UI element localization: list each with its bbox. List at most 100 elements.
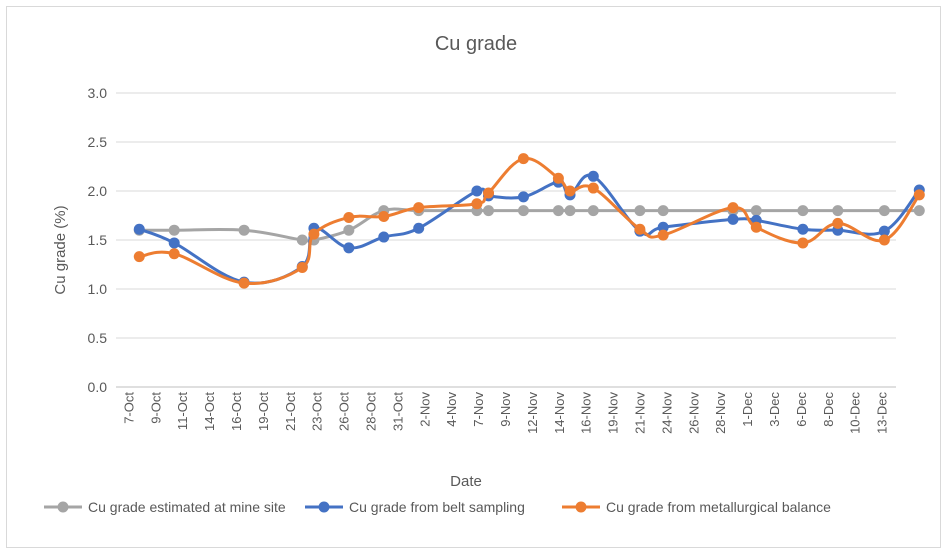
data-point	[564, 185, 576, 197]
data-point	[296, 234, 308, 246]
x-tick-label: 19-Oct	[256, 392, 271, 431]
data-point	[483, 205, 495, 217]
chart-title: Cu grade	[435, 33, 517, 55]
data-point	[878, 205, 890, 217]
data-point	[797, 223, 809, 235]
y-tick-label: 2.0	[88, 183, 108, 199]
data-point	[750, 205, 762, 217]
x-tick-label: 19-Nov	[606, 392, 621, 434]
x-tick-labels: 7-Oct 9-Oct 11-Oct 14-Oct 16-Oct 19-Oct 21-Oct…	[121, 392, 889, 434]
legend-marker	[575, 501, 587, 513]
data-point	[587, 205, 599, 217]
y-tick-labels: 0.0 0.5 1.0 1.5 2.0 2.5 3.0	[88, 85, 108, 395]
series-3	[133, 153, 925, 289]
data-point	[657, 205, 669, 217]
x-tick-label: 11-Oct	[175, 392, 190, 430]
legend-label: Cu grade from metallurgical balance	[606, 499, 831, 515]
legend-entry: Cu grade from metallurgical balance	[562, 499, 831, 515]
data-point	[913, 189, 925, 201]
x-tick-label: 16-Nov	[579, 392, 594, 434]
x-tick-label: 31-Oct	[390, 392, 405, 431]
chart-frame: Cu grade 0.0 0.5 1.0 1.5 2.0 2.5 3.0 7-Oct 9-Oc…	[6, 6, 941, 548]
data-point	[471, 198, 483, 210]
x-tick-label: 3-Dec	[767, 392, 782, 427]
data-point	[168, 248, 180, 260]
x-tick-label: 26-Oct	[337, 392, 352, 431]
x-tick-label: 24-Nov	[659, 392, 674, 434]
data-point	[378, 210, 390, 222]
y-tick-label: 1.0	[88, 281, 108, 297]
legend-marker	[318, 501, 330, 513]
x-tick-label: 10-Dec	[848, 392, 863, 434]
data-point	[657, 229, 669, 241]
data-point	[133, 251, 145, 263]
data-point	[168, 237, 180, 249]
data-point	[343, 242, 355, 254]
x-tick-label: 23-Oct	[310, 392, 325, 431]
data-point	[133, 223, 145, 235]
legend-marker	[57, 501, 69, 513]
legend-entry: Cu grade estimated at mine site	[44, 499, 286, 515]
data-point	[832, 205, 844, 217]
x-tick-label: 7-Nov	[471, 392, 486, 427]
legend: Cu grade estimated at mine site Cu grade …	[44, 499, 831, 515]
x-tick-label: 21-Oct	[283, 392, 298, 431]
data-point	[832, 217, 844, 229]
x-tick-label: 9-Nov	[498, 392, 513, 427]
x-tick-label: 21-Nov	[632, 392, 647, 434]
data-point	[308, 228, 320, 240]
legend-label: Cu grade estimated at mine site	[88, 499, 286, 515]
data-point	[413, 202, 425, 214]
y-axis-label: Cu grade (%)	[52, 205, 69, 294]
x-tick-label: 7-Oct	[121, 392, 136, 424]
data-point	[378, 231, 390, 243]
data-point	[657, 221, 669, 233]
data-point	[552, 205, 564, 217]
x-tick-label: 8-Dec	[821, 392, 836, 427]
data-point	[517, 191, 529, 203]
y-tick-label: 0.0	[88, 379, 108, 395]
x-tick-label: 12-Nov	[525, 392, 540, 434]
data-point	[517, 153, 529, 165]
data-point	[750, 221, 762, 233]
series-2	[133, 170, 925, 288]
y-tick-label: 1.5	[88, 232, 108, 248]
data-point	[296, 261, 308, 273]
x-tick-label: 2-Nov	[417, 392, 432, 427]
data-point	[168, 224, 180, 236]
x-tick-label: 9-Oct	[148, 392, 163, 424]
data-point	[797, 205, 809, 217]
data-point	[238, 224, 250, 236]
data-point	[878, 225, 890, 237]
data-point	[797, 237, 809, 249]
y-tick-label: 2.5	[88, 134, 108, 150]
legend-label: Cu grade from belt sampling	[349, 499, 525, 515]
x-tick-label: 28-Nov	[713, 392, 728, 434]
x-tick-label: 26-Nov	[686, 392, 701, 434]
data-point	[727, 213, 739, 225]
data-point	[913, 205, 925, 217]
data-point	[343, 211, 355, 223]
data-point	[727, 202, 739, 214]
x-tick-label: 14-Nov	[552, 392, 567, 434]
data-point	[878, 234, 890, 246]
data-point	[413, 222, 425, 234]
gridlines	[116, 92, 896, 388]
data-point	[471, 185, 483, 197]
data-point	[587, 182, 599, 194]
x-tick-label: 13-Dec	[875, 392, 890, 434]
data-point	[483, 187, 495, 199]
x-tick-label: 14-Oct	[202, 392, 217, 431]
series-group	[133, 153, 925, 289]
y-tick-label: 0.5	[88, 330, 108, 346]
y-tick-label: 3.0	[88, 85, 108, 101]
x-tick-label: 16-Oct	[229, 392, 244, 431]
x-axis-label: Date	[450, 473, 482, 490]
data-point	[238, 277, 250, 289]
data-point	[634, 223, 646, 235]
data-point	[634, 205, 646, 217]
line-chart: Cu grade 0.0 0.5 1.0 1.5 2.0 2.5 3.0 7-Oct 9-Oc…	[44, 33, 925, 515]
x-tick-label: 1-Dec	[740, 392, 755, 427]
data-point	[587, 170, 599, 182]
data-point	[552, 172, 564, 184]
